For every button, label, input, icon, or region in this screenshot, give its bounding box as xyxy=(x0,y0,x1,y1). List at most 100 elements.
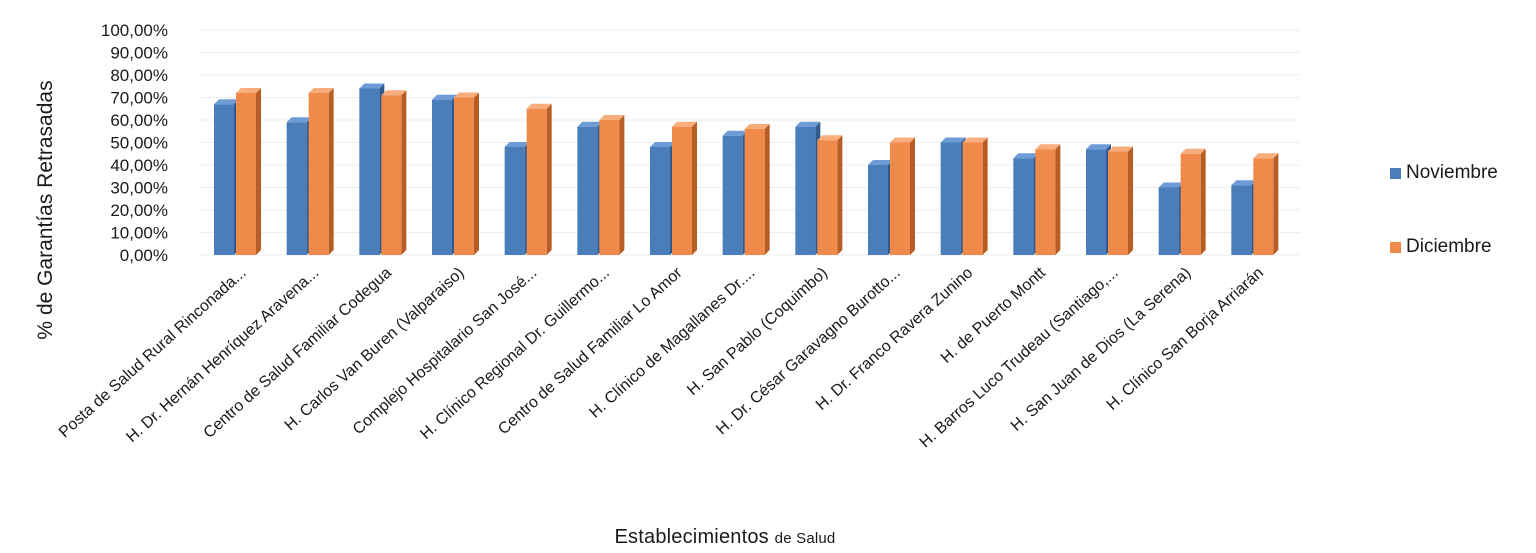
bar-noviembre-top xyxy=(214,99,239,105)
bar-noviembre-front xyxy=(940,142,961,255)
bar-diciembre-front xyxy=(308,93,329,255)
y-tick-label: 60,00% xyxy=(110,111,168,130)
bar-noviembre xyxy=(940,137,966,255)
bar-noviembre-front xyxy=(650,147,670,255)
bar-diciembre-top xyxy=(236,88,261,93)
bar-diciembre-top xyxy=(599,115,625,120)
bar-noviembre-top xyxy=(1231,180,1257,186)
bar-diciembre-side xyxy=(837,135,843,255)
bar-diciembre-front xyxy=(526,108,547,255)
bar-diciembre-front xyxy=(1253,158,1274,255)
bar-diciembre-side xyxy=(1055,144,1061,255)
x-tick-label: H. Clínico San Borja Arriarán xyxy=(1104,264,1267,413)
bar-noviembre-top xyxy=(940,137,966,143)
legend-label-diciembre: Diciembre xyxy=(1406,236,1492,257)
bar-diciembre-side xyxy=(619,115,625,255)
bar-diciembre xyxy=(744,124,770,255)
bar-diciembre-top xyxy=(962,137,988,143)
bar-diciembre-front xyxy=(381,95,402,255)
chart-bars xyxy=(214,83,1279,255)
bar-noviembre-front xyxy=(359,88,380,255)
bar-diciembre-front xyxy=(454,97,474,255)
bar-diciembre-front xyxy=(744,129,765,255)
bar-diciembre xyxy=(1108,146,1133,255)
bar-diciembre xyxy=(381,90,407,255)
bar-diciembre xyxy=(236,88,261,255)
x-tick-label: H. San Pablo (Coquimbo) xyxy=(684,264,831,399)
bar-noviembre-top xyxy=(359,83,385,89)
bar-diciembre-side xyxy=(910,137,915,255)
bar-noviembre-top xyxy=(722,130,748,136)
bar-diciembre-side xyxy=(1200,148,1206,255)
bar-diciembre-front xyxy=(817,140,838,255)
bar-noviembre xyxy=(504,142,530,255)
bar-diciembre-side xyxy=(982,137,988,255)
bar-noviembre-top xyxy=(1086,144,1111,150)
bar-diciembre-front xyxy=(1035,149,1056,255)
bar-noviembre-front xyxy=(722,135,743,255)
bar-diciembre xyxy=(1180,148,1206,255)
legend-item-diciembre: Diciembre xyxy=(1390,234,1498,260)
y-tick-label: 30,00% xyxy=(110,179,168,198)
bar-diciembre xyxy=(672,121,697,255)
x-axis-ticks: Posta de Salud Rural Rinconada...H. Dr. … xyxy=(56,264,1267,451)
bar-diciembre-top xyxy=(672,121,697,127)
bar-noviembre-front xyxy=(1231,185,1252,255)
bar-diciembre-top xyxy=(890,137,915,143)
bar-diciembre-front xyxy=(890,142,910,255)
bar-diciembre xyxy=(308,88,334,255)
legend-swatch-diciembre xyxy=(1390,241,1401,253)
bar-diciembre xyxy=(526,103,552,255)
bar-noviembre-front xyxy=(504,147,525,255)
bar-diciembre xyxy=(1035,144,1061,255)
bar-diciembre-front xyxy=(962,142,983,255)
legend-item-noviembre: Noviembre xyxy=(1390,160,1498,186)
bar-diciembre xyxy=(454,92,479,255)
bar-diciembre-top xyxy=(308,88,334,93)
bar-diciembre xyxy=(817,135,843,255)
y-axis-ticks: 0,00% 10,00% 20,00% 30,00% 40,00% 50,00% 60,00… xyxy=(101,21,168,265)
bar-diciembre-side xyxy=(546,103,552,255)
bar-noviembre xyxy=(795,121,821,255)
y-tick-label: 90,00% xyxy=(110,44,168,63)
bar-noviembre-front xyxy=(286,122,307,255)
bar-noviembre xyxy=(650,142,675,255)
y-tick-label: 20,00% xyxy=(110,201,168,220)
bar-noviembre xyxy=(1158,182,1184,255)
bar-diciembre xyxy=(962,137,988,255)
y-tick-label: 10,00% xyxy=(110,224,168,243)
bar-noviembre-front xyxy=(577,126,598,255)
y-tick-label: 80,00% xyxy=(110,66,168,85)
bar-noviembre-front xyxy=(1158,187,1179,255)
legend-label-noviembre: Noviembre xyxy=(1406,162,1498,183)
bar-diciembre-front xyxy=(672,126,692,255)
bar-diciembre-top xyxy=(381,90,407,96)
bar-diciembre-front xyxy=(599,120,620,255)
bar-diciembre xyxy=(599,115,625,255)
chart-legend: Noviembre Diciembre xyxy=(1390,160,1498,308)
y-tick-label: 50,00% xyxy=(110,134,168,153)
bar-diciembre-side xyxy=(764,124,770,255)
y-tick-label: 0,00% xyxy=(120,246,168,265)
bar-diciembre-top xyxy=(744,124,770,129)
bar-diciembre-top xyxy=(526,103,552,109)
bar-noviembre xyxy=(214,99,239,255)
bar-diciembre-front xyxy=(1180,153,1201,255)
bar-noviembre xyxy=(868,160,893,255)
bar-diciembre-side xyxy=(1273,153,1279,255)
bar-diciembre xyxy=(890,137,915,255)
bar-diciembre-top xyxy=(1108,146,1133,152)
bar-diciembre-side xyxy=(692,121,697,255)
bar-noviembre xyxy=(1231,180,1257,255)
bar-diciembre-top xyxy=(817,135,843,141)
bar-noviembre-top xyxy=(577,121,603,127)
bar-noviembre xyxy=(359,83,385,255)
y-tick-label: 40,00% xyxy=(110,156,168,175)
bar-noviembre-front xyxy=(1086,149,1106,255)
bar-diciembre-side xyxy=(401,90,407,255)
x-axis-title-main: Establecimientos xyxy=(614,526,769,548)
bar-diciembre-top xyxy=(454,92,479,98)
x-axis-title: Establecimientos de Salud xyxy=(0,526,1450,549)
bar-noviembre-front xyxy=(432,99,452,255)
